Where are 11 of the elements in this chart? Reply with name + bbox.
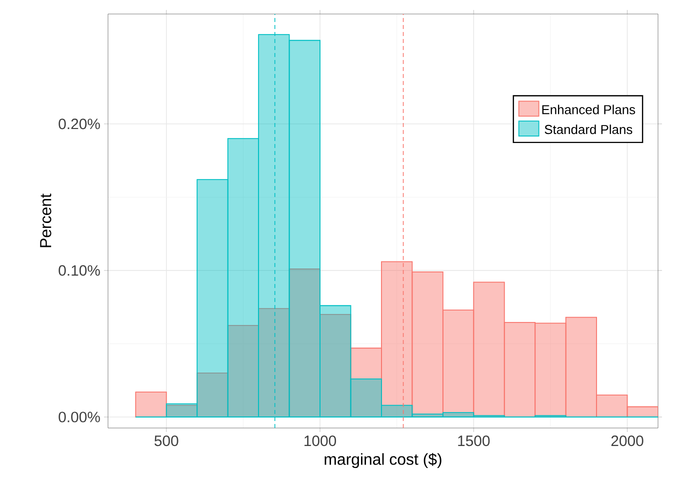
x-tick-label: 1000 xyxy=(304,436,336,446)
x-tick-label: 1500 xyxy=(458,436,490,446)
x-tick-label: 2000 xyxy=(611,436,644,446)
legend-label: Standard Plans xyxy=(544,124,632,134)
y-axis-title: Percent xyxy=(40,194,52,248)
x-axis-title: marginal cost ($) xyxy=(324,452,442,468)
x-tick-label: 500 xyxy=(154,436,178,446)
y-tick-label: 0.10% xyxy=(58,265,100,276)
y-tick-label: 0.20% xyxy=(58,118,100,130)
legend-label: Enhanced Plans xyxy=(542,104,636,114)
y-tick-label: 0.00% xyxy=(58,412,100,422)
